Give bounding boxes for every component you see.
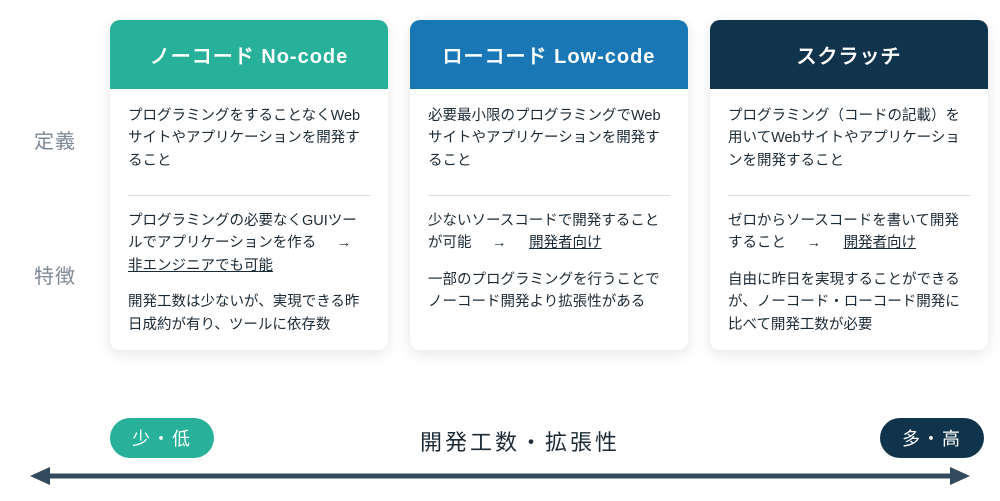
axis-label: 開発工数・拡張性: [420, 425, 620, 457]
card-body-nocode: プログラミングをすることなくWebサイトやアプリケーションを開発すること プログ…: [110, 89, 388, 350]
card-lowcode: ローコード Low-code 必要最小限のプログラミングでWebサイトやアプリケ…: [410, 20, 688, 350]
card-scratch: スクラッチ プログラミング（コードの記載）を用いてWebサイトやアプリケーション…: [710, 20, 988, 350]
arrow-inline-icon: →: [476, 235, 526, 251]
divider-lowcode: [428, 195, 670, 196]
card-body-scratch: プログラミング（コードの記載）を用いてWebサイトやアプリケーションを開発するこ…: [710, 89, 988, 350]
axis-pill-left: 少・低: [110, 418, 214, 458]
feature1-tag-nocode: 非エンジニアでも可能: [128, 258, 273, 274]
arrow-inline-icon: →: [790, 235, 840, 251]
card-header-lowcode: ローコード Low-code: [410, 20, 688, 89]
feature1-nocode: プログラミングの必要なくGUIツールでアプリケーションを作る → 非エンジニアで…: [128, 210, 370, 277]
arrow-inline-icon: →: [320, 235, 370, 251]
row-label-definition: 定義: [34, 125, 76, 154]
cards-row: ノーコード No-code プログラミングをすることなくWebサイトやアプリケー…: [110, 20, 990, 350]
feature1-scratch: ゼロからソースコードを書いて開発すること → 開発者向け: [728, 210, 970, 255]
divider-nocode: [128, 195, 370, 196]
feature2-scratch: 自由に昨日を実現することができるが、ノーコード・ローコード開発に比べて開発工数が…: [728, 269, 970, 336]
card-nocode: ノーコード No-code プログラミングをすることなくWebサイトやアプリケー…: [110, 20, 388, 350]
card-header-scratch: スクラッチ: [710, 20, 988, 89]
definition-lowcode: 必要最小限のプログラミングでWebサイトやアプリケーションを開発すること: [428, 105, 670, 183]
divider-scratch: [728, 195, 970, 196]
axis-double-arrow-icon: [30, 465, 970, 487]
feature2-lowcode: 一部のプログラミングを行うことでノーコード開発より拡張性がある: [428, 269, 670, 314]
card-header-nocode: ノーコード No-code: [110, 20, 388, 89]
axis-pill-right: 多・高: [880, 418, 984, 458]
definition-nocode: プログラミングをすることなくWebサイトやアプリケーションを開発すること: [128, 105, 370, 183]
feature2-nocode: 開発工数は少ないが、実現できる昨日成約が有り、ツールに依存数: [128, 291, 370, 336]
card-body-lowcode: 必要最小限のプログラミングでWebサイトやアプリケーションを開発すること 少ない…: [410, 89, 688, 350]
feature1-tag-scratch: 開発者向け: [844, 235, 917, 251]
row-label-feature: 特徴: [34, 260, 76, 289]
feature1-tag-lowcode: 開発者向け: [529, 235, 602, 251]
definition-scratch: プログラミング（コードの記載）を用いてWebサイトやアプリケーションを開発するこ…: [728, 105, 970, 183]
feature1-lowcode: 少ないソースコードで開発することが可能 → 開発者向け: [428, 210, 670, 255]
diagram-canvas: 定義 特徴 ノーコード No-code プログラミングをすることなくWebサイト…: [0, 0, 1000, 501]
